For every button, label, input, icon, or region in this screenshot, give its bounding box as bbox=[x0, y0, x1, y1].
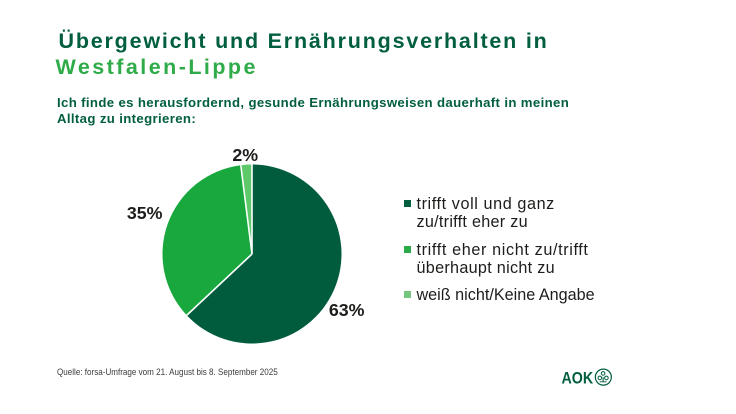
svg-text:AOK: AOK bbox=[562, 369, 594, 387]
